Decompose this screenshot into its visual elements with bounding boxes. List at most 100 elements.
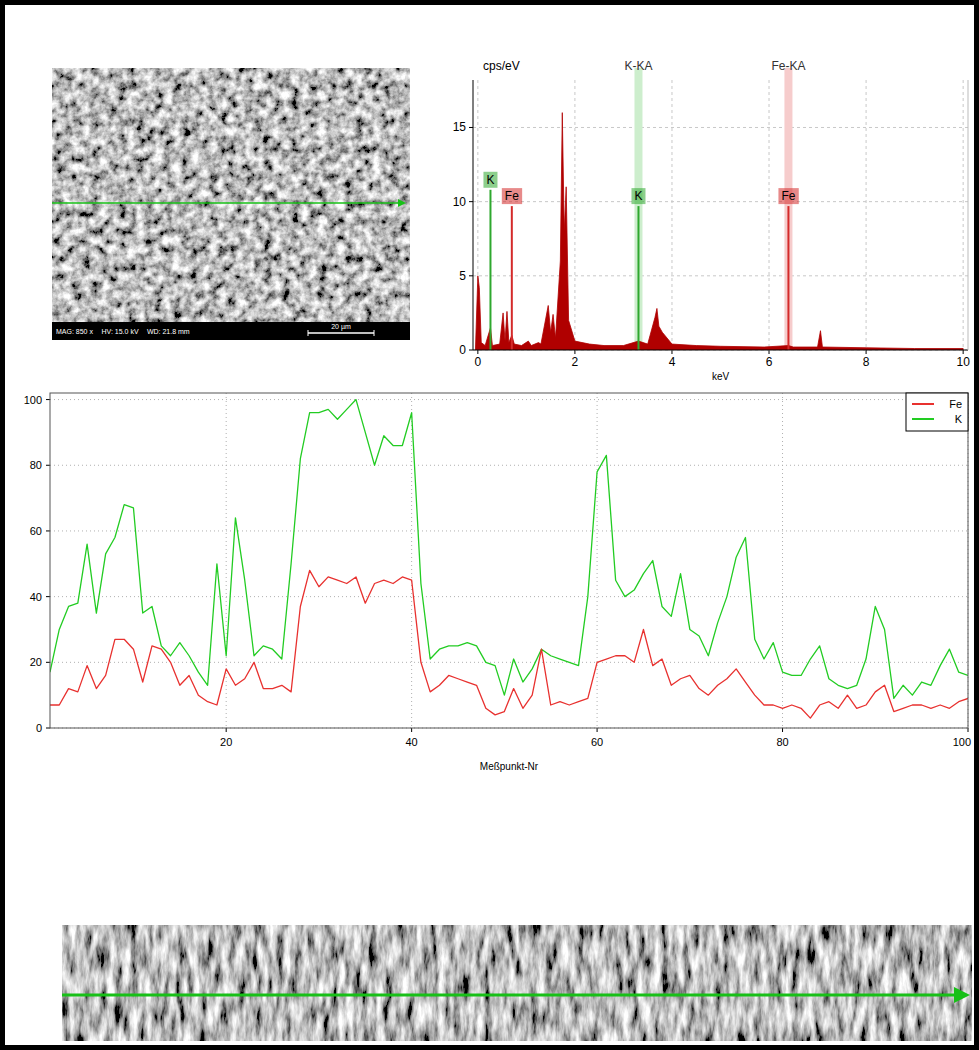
tick <box>226 728 227 732</box>
grid-line <box>963 80 964 350</box>
tick <box>46 662 50 663</box>
element-line <box>637 206 639 350</box>
tick <box>46 530 50 531</box>
grid-line <box>782 393 783 728</box>
tick <box>46 728 50 729</box>
tick-label: 2 <box>572 355 579 369</box>
tick-label: 15 <box>453 120 467 134</box>
axis-title: cps/eV <box>483 59 520 73</box>
tick <box>46 465 50 466</box>
spectrum-area <box>475 113 963 350</box>
tick <box>769 350 770 354</box>
legend-swatch <box>912 418 934 420</box>
scan-arrow <box>62 994 966 997</box>
tick <box>411 728 412 732</box>
element-line <box>489 190 491 350</box>
axis-title: Meßpunkt-Nr <box>480 761 539 772</box>
element-label-box <box>631 188 645 204</box>
tick <box>574 350 575 354</box>
series-line <box>50 400 968 699</box>
sem-info: HV: 15.0 kV <box>101 328 138 335</box>
tick-label: 4 <box>669 355 676 369</box>
tick-label: 8 <box>863 355 870 369</box>
plot-frame <box>50 393 968 728</box>
legend-swatch <box>912 403 934 405</box>
grid-line <box>226 393 227 728</box>
tick-label: 0 <box>475 355 482 369</box>
tick <box>469 127 473 128</box>
sem-info: WD: 21.8 mm <box>147 328 190 335</box>
grid-line <box>473 350 968 351</box>
grid-line <box>597 393 598 728</box>
marks <box>50 400 968 719</box>
tick-label: 0 <box>36 722 42 734</box>
scale-bar-end <box>374 330 375 336</box>
tick-label: 100 <box>24 394 42 406</box>
tick <box>46 596 50 597</box>
page: MAG: 850 xHV: 15.0 kVWD: 21.8 mm20 µm024… <box>0 0 979 1050</box>
tick <box>469 275 473 276</box>
plot-edge <box>968 80 969 350</box>
grid-line <box>473 201 968 202</box>
tick <box>671 350 672 354</box>
grid-line <box>473 275 968 276</box>
sem-texture <box>62 925 972 1041</box>
tick-label: 60 <box>591 736 603 748</box>
grid-line <box>574 80 575 350</box>
series-line <box>50 570 968 718</box>
grid-line <box>50 530 968 531</box>
tick <box>597 728 598 732</box>
grid-line <box>50 399 968 400</box>
scale-bar-end <box>308 330 309 336</box>
scan-arrow <box>52 202 404 204</box>
grid-line <box>866 80 867 350</box>
grid-line <box>473 127 968 128</box>
legend-label: K <box>955 413 963 425</box>
element-line <box>511 206 513 350</box>
tick-label: 20 <box>30 656 42 668</box>
grid-line <box>411 393 412 728</box>
tick-label: 20 <box>220 736 232 748</box>
element-label: Fe <box>781 189 795 203</box>
element-label: Fe <box>505 189 519 203</box>
linescan-chart: 02040608010020406080100Meßpunkt-NrFeK <box>24 393 971 772</box>
tick <box>469 201 473 202</box>
grid-line <box>50 662 968 663</box>
tick-label: 5 <box>459 269 466 283</box>
grid-line <box>50 596 968 597</box>
scale-bar <box>308 332 374 334</box>
element-label-box <box>502 188 522 204</box>
tick-label: 100 <box>953 736 971 748</box>
tick <box>968 728 969 732</box>
grid-line <box>769 80 770 350</box>
sem-info-bar <box>52 322 410 340</box>
tick <box>963 350 964 354</box>
element-label: K <box>634 189 642 203</box>
plot-area <box>50 393 968 728</box>
tick-label: 40 <box>30 591 42 603</box>
element-label-box <box>483 172 497 188</box>
legend-box <box>906 393 968 431</box>
element-label: K <box>486 173 494 187</box>
page-border <box>3 3 977 1048</box>
line-band <box>634 80 642 350</box>
tick <box>866 350 867 354</box>
y-axis <box>473 80 474 350</box>
tick <box>469 350 473 351</box>
element-line <box>787 206 789 350</box>
plot-area <box>473 80 968 350</box>
band-label: Fe-KA <box>771 59 805 73</box>
tick-label: 10 <box>453 195 467 209</box>
x-axis <box>473 350 968 351</box>
spectrum-chart: 0246810051015KFeKFeK-KAFe-KAcps/eVkeV <box>453 59 971 382</box>
marks <box>475 80 963 350</box>
legend-label: Fe <box>949 398 962 410</box>
axis-title: keV <box>712 371 730 382</box>
grid-line <box>50 465 968 466</box>
tick <box>782 728 783 732</box>
sem-strip <box>62 925 972 1041</box>
tick-label: 10 <box>956 355 970 369</box>
scale-bar-label: 20 µm <box>331 323 351 331</box>
tick <box>46 399 50 400</box>
tick-label: 80 <box>30 459 42 471</box>
